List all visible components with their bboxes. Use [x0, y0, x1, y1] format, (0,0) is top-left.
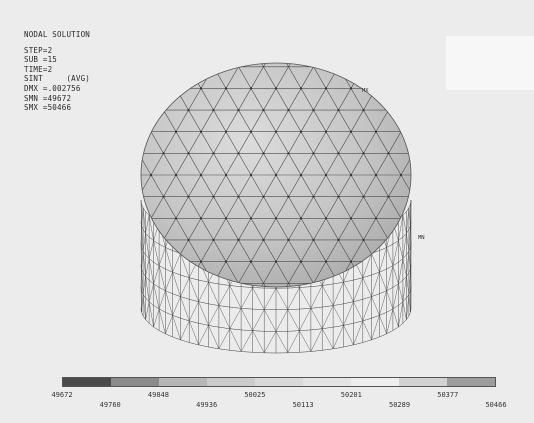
legend-label-8: 50377 [437, 391, 459, 399]
substep-line: SUB =15 [24, 55, 58, 65]
legend-swatch-8 [447, 378, 495, 386]
legend-swatch-0 [63, 378, 111, 386]
legend-label-1: 49760 [99, 401, 121, 409]
solution-title: NODAL SOLUTION [24, 30, 91, 39]
contour-legend-bar [62, 377, 496, 387]
solution-info-panel: NODAL SOLUTION STEP=2 SUB =15 TIME=2 SIN… [24, 30, 90, 113]
dmx-line: DMX =.002756 [24, 83, 81, 93]
dome-nodes [149, 87, 403, 263]
legend-label-9: 50466 [485, 401, 507, 409]
legend-label-2: 49848 [147, 391, 169, 399]
smx-line: SMX =50466 [24, 103, 72, 113]
smn-line: SMN =49672 [24, 93, 72, 103]
step-line: STEP=2 [24, 45, 53, 55]
mx-marker: MX [362, 88, 369, 94]
legend-label-3: 49936 [196, 401, 218, 409]
legend-swatch-6 [351, 378, 399, 386]
legend-swatch-4 [255, 378, 303, 386]
legend-swatch-2 [159, 378, 207, 386]
legend-label-6: 50201 [340, 391, 362, 399]
legend-label-7: 50289 [389, 401, 411, 409]
legend-swatch-1 [111, 378, 159, 386]
legend-swatch-5 [303, 378, 351, 386]
corner-blank-area [446, 36, 534, 90]
legend-label-4: 50025 [244, 391, 266, 399]
legend-swatch-3 [207, 378, 255, 386]
mn-marker: MN [418, 235, 425, 241]
result-type-line: SINT (AVG) [24, 74, 91, 84]
time-line: TIME=2 [24, 64, 53, 74]
legend-swatch-7 [399, 378, 447, 386]
legend-label-0: 49672 [51, 391, 73, 399]
legend-label-5: 50113 [292, 401, 314, 409]
